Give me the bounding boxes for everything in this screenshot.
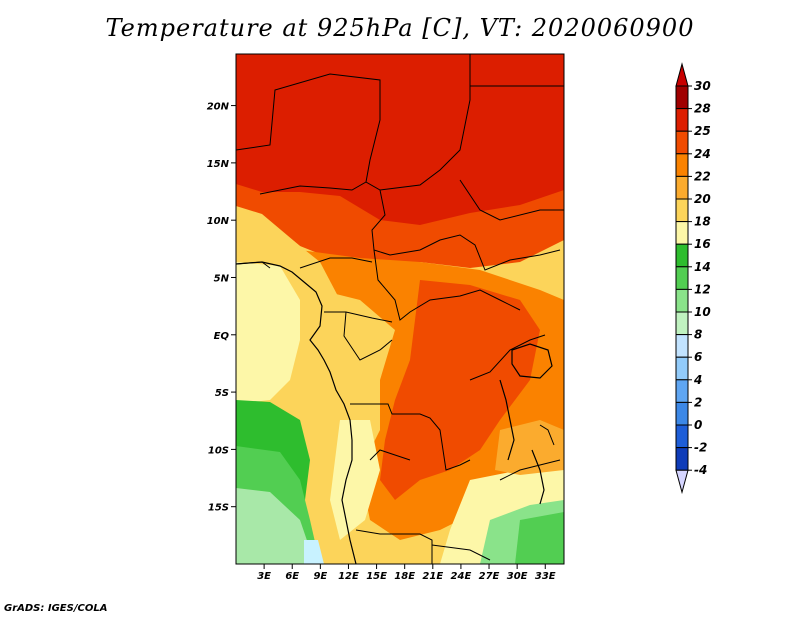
colorbar-swatch bbox=[675, 198, 689, 223]
lon-label: 24E bbox=[451, 571, 472, 582]
latitude-axis: 20N 15N 10N 5N EQ 5S 10S 15S bbox=[207, 102, 236, 514]
colorbar-label: 8 bbox=[694, 328, 702, 342]
lat-label: 15N bbox=[207, 159, 230, 170]
border-line bbox=[539, 424, 555, 446]
border-line bbox=[343, 311, 393, 361]
region-28-central bbox=[380, 280, 540, 500]
colorbar-swatch bbox=[675, 334, 689, 358]
colorbar-label: 30 bbox=[694, 79, 711, 93]
colorbar-label: 6 bbox=[694, 350, 702, 364]
border-line bbox=[324, 311, 393, 323]
region-30-north bbox=[236, 54, 564, 225]
lon-label: 3E bbox=[257, 571, 271, 582]
border-line bbox=[499, 459, 561, 481]
colorbar-label: 10 bbox=[694, 305, 711, 319]
temperature-field bbox=[236, 54, 564, 564]
lake-malawi bbox=[531, 449, 545, 505]
lat-label: 15S bbox=[208, 503, 229, 514]
border-line bbox=[431, 544, 491, 561]
colorbar-swatch bbox=[675, 447, 689, 471]
lake-victoria bbox=[511, 343, 553, 379]
lon-label: 6E bbox=[285, 571, 299, 582]
colorbar-swatch bbox=[675, 175, 689, 200]
lon-label: 9E bbox=[313, 571, 327, 582]
colorbar-swatch bbox=[675, 424, 689, 449]
colorbar-swatch bbox=[675, 153, 689, 177]
country-borders bbox=[235, 54, 564, 564]
colorbar-label: 28 bbox=[694, 102, 711, 116]
border-line bbox=[371, 189, 561, 271]
colorbar-swatch bbox=[675, 85, 689, 110]
colorbar-swatch bbox=[675, 311, 689, 336]
region-10-sw bbox=[304, 540, 324, 564]
lon-label: 27E bbox=[479, 571, 500, 582]
colorbar-swatch bbox=[675, 356, 689, 381]
border-line bbox=[373, 249, 521, 321]
colorbar-swatch bbox=[675, 401, 689, 426]
colorbar-label: 16 bbox=[694, 237, 711, 251]
colorbar-under-triangle bbox=[675, 469, 689, 495]
region-20-west bbox=[236, 262, 300, 404]
colorbar-label: 25 bbox=[694, 124, 711, 138]
lon-label: 18E bbox=[394, 571, 415, 582]
colorbar-label: 4 bbox=[693, 373, 702, 387]
colorbar-label: 22 bbox=[694, 169, 711, 183]
lon-label: 30E bbox=[507, 571, 528, 582]
lat-label: EQ bbox=[214, 331, 230, 342]
colorbar-label: -4 bbox=[694, 463, 707, 477]
colorbar-swatch bbox=[675, 379, 689, 403]
colorbar-swatch bbox=[675, 288, 689, 313]
region-16-se bbox=[515, 512, 564, 564]
lat-label: 10N bbox=[207, 216, 230, 227]
colorbar-label: 12 bbox=[694, 282, 711, 296]
colorbar-over-triangle bbox=[675, 62, 689, 87]
colorbar-label: -2 bbox=[694, 441, 707, 455]
lat-label: 20N bbox=[207, 102, 230, 113]
border-line bbox=[355, 529, 433, 564]
colorbar-label: 24 bbox=[694, 147, 711, 161]
map-title: Temperature at 925hPa [C], VT: 202006090… bbox=[105, 14, 695, 42]
colorbar-label: 18 bbox=[694, 215, 711, 229]
colorbar-label: 0 bbox=[694, 418, 702, 432]
colorbar-swatch bbox=[675, 221, 689, 245]
lon-label: 33E bbox=[535, 571, 556, 582]
colorbar-label: 14 bbox=[694, 260, 711, 274]
longitude-axis: 3E 6E 9E 12E 15E 18E 21E 24E 27E 30E 33E bbox=[257, 564, 556, 582]
border-line bbox=[350, 403, 471, 471]
border-line bbox=[459, 179, 564, 221]
colorbar-label: 20 bbox=[694, 192, 711, 206]
colorbar-swatch bbox=[675, 108, 689, 132]
border-line bbox=[235, 54, 471, 191]
map-frame bbox=[235, 53, 565, 565]
coastlines bbox=[235, 261, 553, 565]
lon-label: 21E bbox=[422, 571, 443, 582]
border-line bbox=[299, 257, 373, 269]
coastline-west bbox=[235, 261, 357, 565]
lat-label: 5N bbox=[214, 273, 230, 284]
region-20-south bbox=[330, 420, 380, 540]
colorbar-label: 2 bbox=[694, 395, 702, 409]
lon-label: 15E bbox=[366, 571, 387, 582]
colorbar-swatch bbox=[675, 243, 689, 268]
lat-label: 5S bbox=[215, 388, 229, 399]
lon-label: 12E bbox=[338, 571, 359, 582]
border-line bbox=[469, 334, 546, 381]
lat-label: 10S bbox=[208, 445, 229, 456]
colorbar-swatch bbox=[675, 266, 689, 290]
border-line bbox=[369, 449, 411, 461]
grads-credit: GrADS: IGES/COLA bbox=[4, 603, 108, 614]
lake-tanganyika bbox=[499, 379, 515, 461]
colorbar-swatch bbox=[675, 130, 689, 155]
region-12-sw bbox=[236, 488, 315, 564]
border-line bbox=[259, 181, 367, 195]
